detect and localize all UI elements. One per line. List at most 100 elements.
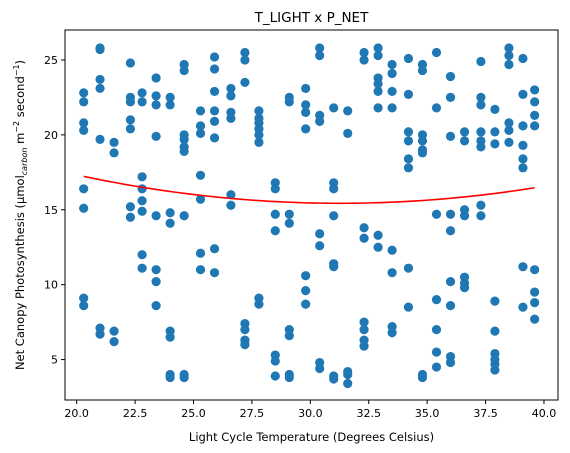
data-point [373,79,383,89]
data-point [284,218,294,228]
data-point [226,83,236,94]
data-point [373,103,383,113]
data-point [504,50,514,61]
data-point [301,286,311,296]
data-point [530,298,540,308]
data-point [209,64,220,74]
x-tick-label: 35.0 [415,407,440,420]
data-point [476,127,486,137]
y-axis: 5 10 15 20 25 [44,54,65,367]
data-point [315,241,325,251]
data-point [373,242,383,252]
data-point [518,121,528,131]
data-point [387,68,397,79]
x-tick-label: 27.5 [240,407,265,420]
data-point [329,184,339,194]
data-point [270,184,280,194]
y-axis-label-superscript: −1 [12,64,21,76]
data-point [137,184,147,194]
data-point [373,43,383,53]
data-point [195,106,206,116]
data-point [431,295,442,305]
data-point [125,115,136,125]
data-point [125,58,136,68]
data-point [476,56,486,67]
data-point [403,127,414,137]
data-point [417,148,428,158]
data-point [209,86,220,97]
data-point [403,263,414,273]
data-point [195,248,206,258]
data-point [445,226,456,236]
data-point [301,83,311,94]
y-tick-label: 20 [44,129,58,142]
data-point [445,277,456,287]
data-point [137,172,147,182]
data-point [403,136,414,146]
data-point [445,301,456,311]
data-point [284,97,294,107]
data-point [530,97,540,107]
data-point [151,265,161,275]
data-point [95,134,105,144]
data-point [137,97,147,107]
data-point [195,194,206,204]
data-point [431,347,442,357]
data-point [195,121,206,131]
data-point [417,65,428,76]
data-point [226,190,236,200]
data-point [343,128,353,138]
data-point [95,83,105,94]
data-point [240,55,250,65]
data-point [329,262,339,272]
data-point [137,88,147,98]
data-point [530,314,540,324]
data-point [137,206,147,216]
x-tick-label: 37.5 [473,407,498,420]
data-point [109,148,119,158]
data-point [209,106,220,116]
fit-curve [83,175,535,205]
x-tick-label: 22.5 [123,407,148,420]
x-axis: 20.0 22.5 25.0 27.5 30.0 32.5 35.0 37.5 40.0 [64,400,556,420]
data-point [240,339,250,350]
data-point [530,287,540,297]
data-point [518,154,528,164]
data-point [518,53,528,64]
data-point [165,100,175,110]
data-point [301,107,311,117]
data-point [403,154,414,164]
data-point [226,113,236,123]
x-tick-label: 40.0 [532,407,557,420]
data-point [109,336,119,347]
y-axis-label-part: m [13,133,27,148]
data-point [209,244,220,254]
data-point [226,91,236,101]
data-point [254,137,264,147]
data-point [431,325,442,335]
data-point [431,103,442,113]
data-point [151,301,161,311]
data-point [125,202,136,212]
data-point [490,139,500,149]
data-point [240,47,250,58]
data-point [431,362,442,372]
x-tick-label: 20.0 [64,407,89,420]
data-point [151,100,161,110]
data-point [530,121,540,131]
data-point [445,357,456,368]
data-point [504,43,514,53]
data-point [518,163,528,173]
data-point [315,363,325,374]
data-point [490,127,500,137]
data-point [195,170,206,180]
data-point [490,104,500,114]
data-point [125,97,136,107]
y-tick-label: 10 [44,279,58,292]
data-point [459,283,470,293]
data-point [387,59,397,70]
data-point [179,134,189,144]
data-point [315,50,325,61]
data-point [95,44,105,55]
data-point [329,103,339,113]
